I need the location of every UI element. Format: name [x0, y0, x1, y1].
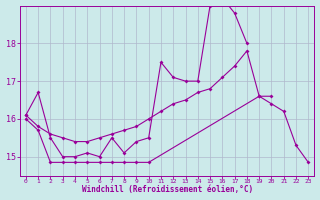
X-axis label: Windchill (Refroidissement éolien,°C): Windchill (Refroidissement éolien,°C) [82, 185, 253, 194]
